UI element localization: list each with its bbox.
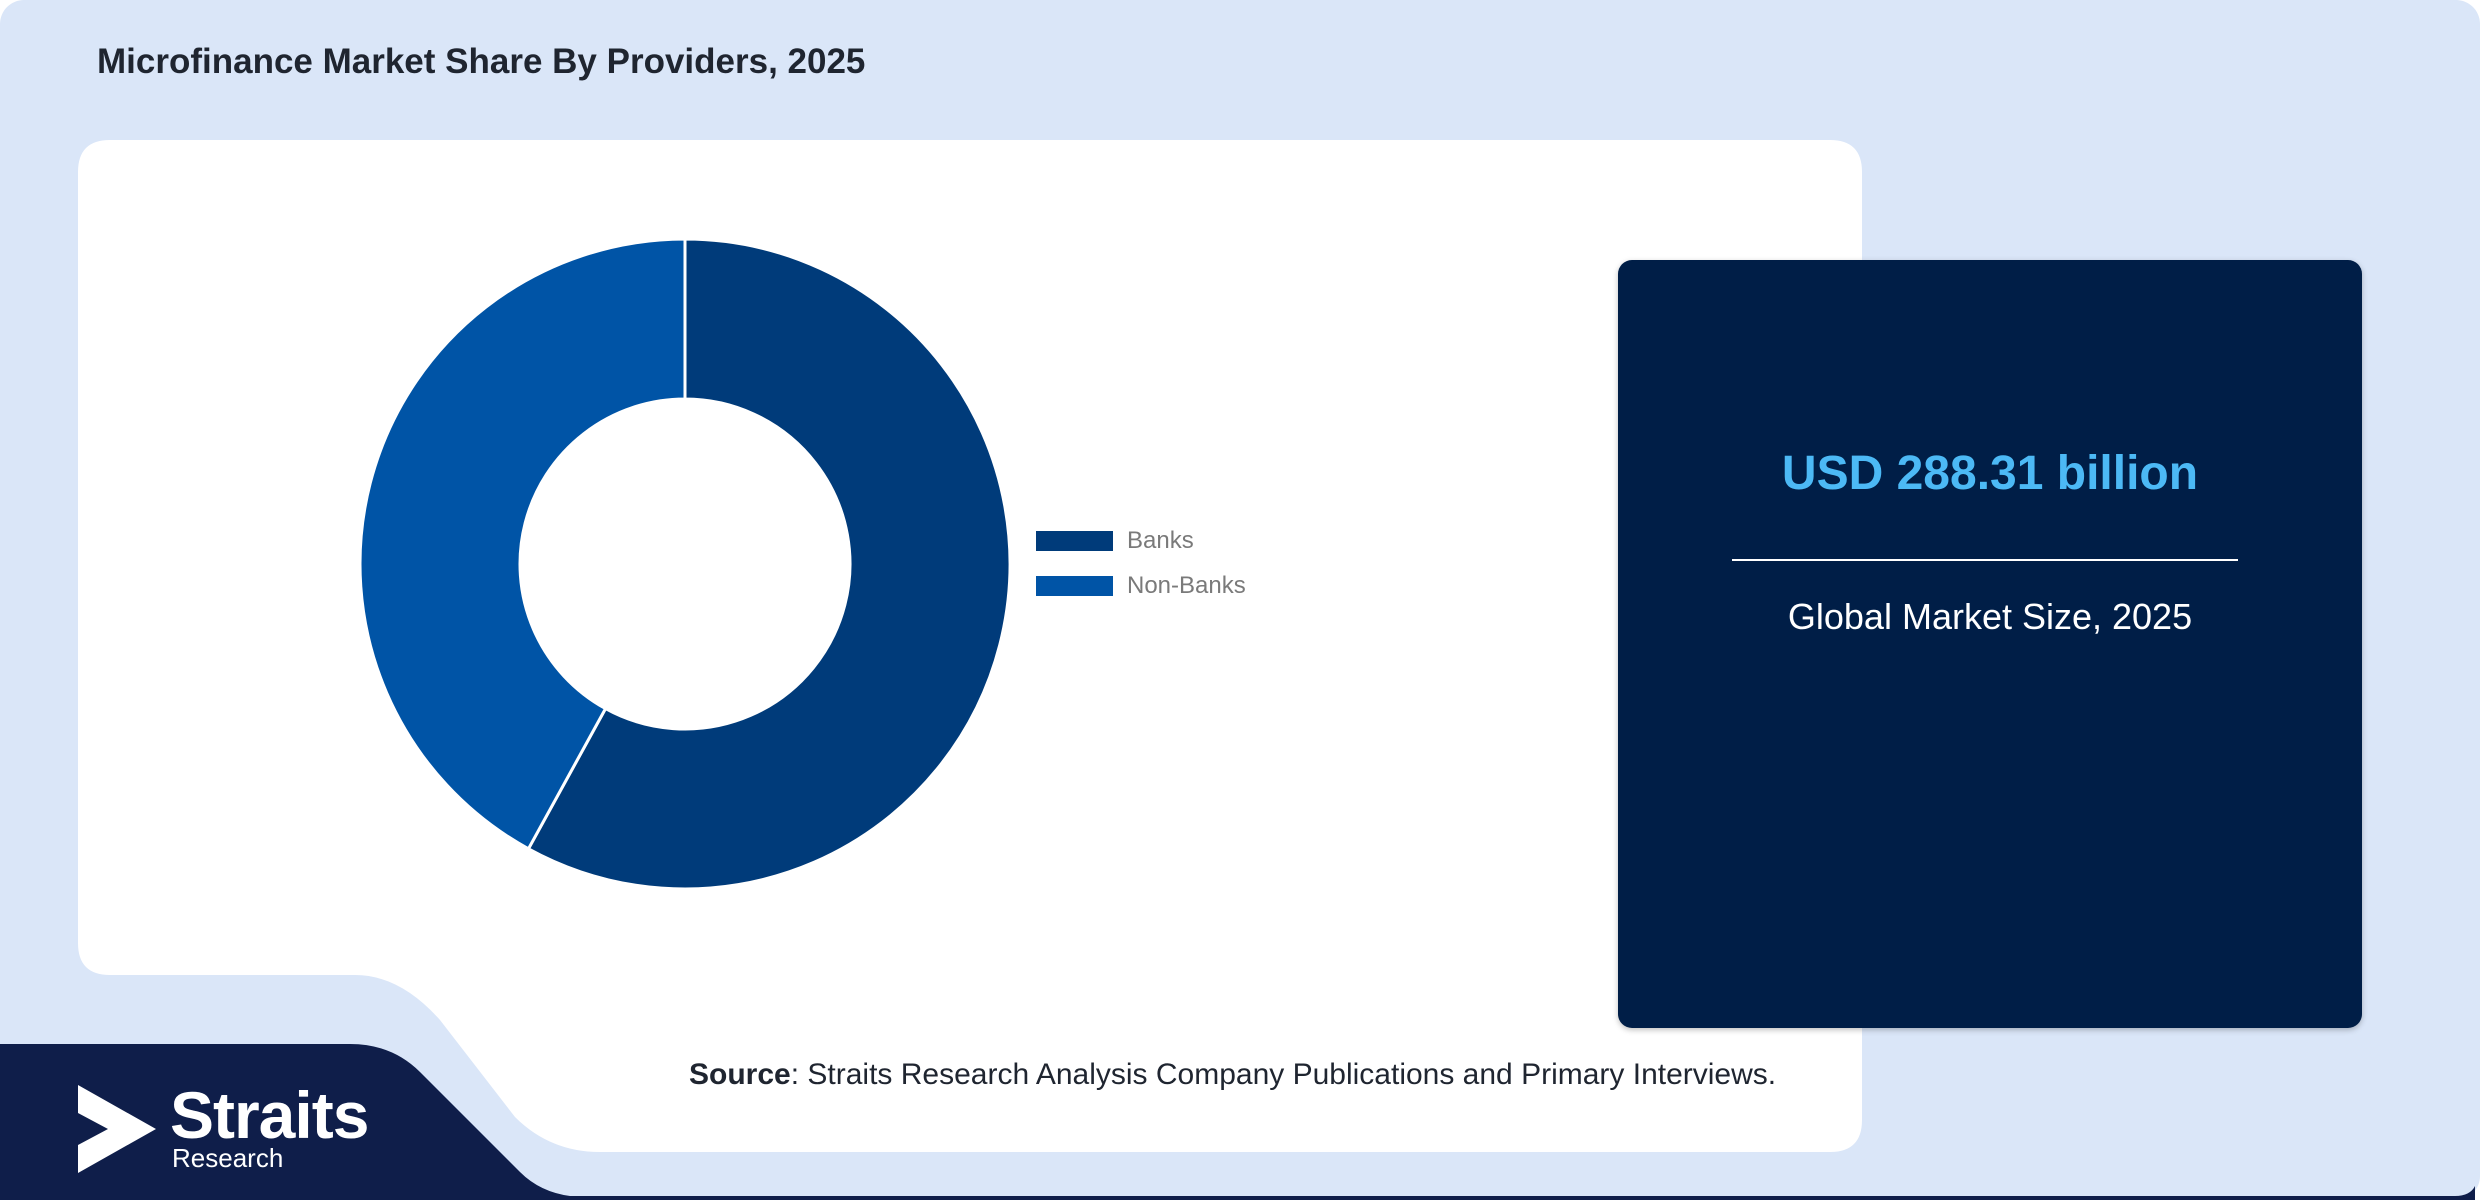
logo-word: Straits <box>170 1078 369 1152</box>
legend-label-non-banks: Non-Banks <box>1127 571 1246 599</box>
market-size-card: USD 288.31 billion Global Market Size, 2… <box>1618 260 2362 1028</box>
donut-slice-non-banks[interactable] <box>358 237 687 851</box>
chart-legend: Banks Non-Banks <box>1036 518 1246 608</box>
logo-subtitle: Research <box>172 1143 284 1173</box>
legend-item-non-banks[interactable]: Non-Banks <box>1036 563 1246 608</box>
market-size-label: Global Market Size, 2025 <box>1787 596 2193 637</box>
legend-label-banks: Banks <box>1127 526 1194 554</box>
straits-research-logo[interactable]: Straits Research <box>78 1078 369 1173</box>
donut-chart <box>358 237 1012 891</box>
legend-swatch-non-banks <box>1036 575 1113 596</box>
card-divider <box>1732 559 2238 561</box>
footer-band <box>0 1044 2475 1200</box>
source-note: Source: Straits Research Analysis Compan… <box>689 1058 1776 1092</box>
chart-title: Microfinance Market Share By Providers, … <box>97 42 866 81</box>
source-text: : Straits Research Analysis Company Publ… <box>790 1058 1777 1091</box>
logo-arrow-icon <box>78 1085 156 1173</box>
source-prefix: Source <box>689 1058 791 1091</box>
logo-text: Straits Research <box>170 1078 369 1173</box>
legend-swatch-banks <box>1036 530 1113 551</box>
market-size-value: USD 288.31 billion <box>1781 447 2199 500</box>
donut-slice-banks[interactable] <box>526 237 1012 891</box>
legend-item-banks[interactable]: Banks <box>1036 518 1246 563</box>
